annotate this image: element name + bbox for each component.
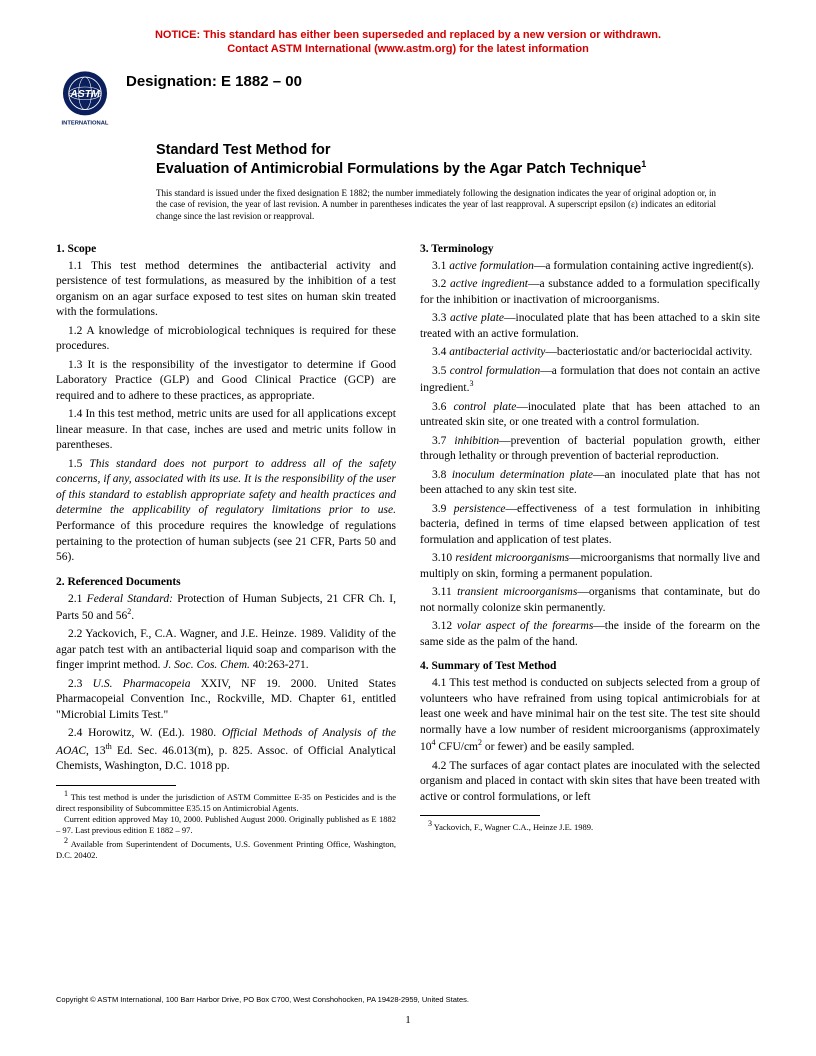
p34c: —bacteriostatic and/or bacteriocidal act…	[545, 346, 752, 358]
para-3-11: 3.11 transient microorganisms—organisms …	[420, 585, 760, 616]
p38a: 3.8	[432, 469, 452, 481]
fn1-text: This test method is under the jurisdicti…	[56, 792, 396, 813]
p33b: active plate	[450, 312, 504, 324]
para-1-4: 1.4 In this test method, metric units ar…	[56, 407, 396, 454]
p35d: 3	[470, 379, 474, 388]
svg-text:ASTM: ASTM	[69, 88, 100, 99]
para-1-5: 1.5 This standard does not purport to ad…	[56, 457, 396, 566]
p34b: antibacterial activity	[449, 346, 545, 358]
p15b: This standard does not purport to addres…	[56, 458, 396, 517]
terminology-head: 3. Terminology	[420, 243, 760, 255]
astm-logo: ASTM INTERNATIONAL	[56, 69, 114, 127]
svg-text:INTERNATIONAL: INTERNATIONAL	[62, 120, 109, 126]
p35a: 3.5	[432, 365, 450, 377]
refdocs-head: 2. Referenced Documents	[56, 576, 396, 588]
para-3-4: 3.4 antibacterial activity—bacteriostati…	[420, 345, 760, 361]
p41c: CFU/cm	[436, 741, 479, 753]
p21b: Federal Standard:	[87, 593, 173, 605]
title-text: Evaluation of Antimicrobial Formulations…	[156, 161, 641, 177]
p21e: .	[131, 610, 134, 622]
designation: Designation: E 1882 – 00	[126, 73, 302, 90]
footnotes-left: 1 This test method is under the jurisdic…	[56, 789, 396, 861]
p35b: control formulation	[450, 365, 541, 377]
header: ASTM INTERNATIONAL Designation: E 1882 –…	[56, 69, 760, 127]
fn2-text: Available from Superintendent of Documen…	[56, 839, 396, 860]
right-column: 3. Terminology 3.1 active formulation—a …	[420, 239, 760, 861]
p33a: 3.3	[432, 312, 450, 324]
p34a: 3.4	[432, 346, 449, 358]
para-3-5: 3.5 control formulation—a formulation th…	[420, 364, 760, 397]
p36b: control plate	[453, 401, 516, 413]
p22b: J. Soc. Cos. Chem.	[163, 659, 250, 671]
para-3-2: 3.2 active ingredient—a substance added …	[420, 277, 760, 308]
para-3-9: 3.9 persistence—effectiveness of a test …	[420, 502, 760, 549]
para-3-7: 3.7 inhibition—prevention of bacterial p…	[420, 434, 760, 465]
title-prefix: Standard Test Method for	[156, 141, 716, 159]
notice-banner: NOTICE: This standard has either been su…	[56, 28, 760, 57]
notice-line2: Contact ASTM International (www.astm.org…	[227, 43, 589, 55]
p15c: Performance of this procedure requires t…	[56, 520, 396, 563]
para-3-12: 3.12 volar aspect of the forearms—the in…	[420, 619, 760, 650]
p31a: 3.1	[432, 260, 449, 272]
p37b: inhibition	[454, 435, 499, 447]
copyright: Copyright © ASTM International, 100 Barr…	[56, 995, 760, 1004]
title-sup: 1	[641, 159, 646, 169]
footnotes-right: 3 Yackovich, F., Wagner C.A., Heinze J.E…	[420, 819, 760, 833]
para-3-8: 3.8 inoculum determination plate—an inoc…	[420, 468, 760, 499]
issue-note: This standard is issued under the fixed …	[156, 188, 716, 223]
para-2-2: 2.2 Yackovich, F., C.A. Wagner, and J.E.…	[56, 627, 396, 674]
fn3-text: Yackovich, F., Wagner C.A., Heinze J.E. …	[432, 822, 593, 832]
p22c: 40:263-271.	[250, 659, 309, 671]
p36a: 3.6	[432, 401, 453, 413]
p312b: volar aspect of the forearms	[457, 620, 593, 632]
body-columns: 1. Scope 1.1 This test method determines…	[56, 239, 760, 861]
p310a: 3.10	[432, 552, 455, 564]
p41e: or fewer) and be easily sampled.	[482, 741, 634, 753]
p21a: 2.1	[68, 593, 87, 605]
p311b: transient microorganisms	[457, 586, 577, 598]
p23a: 2.3	[68, 678, 93, 690]
left-column: 1. Scope 1.1 This test method determines…	[56, 239, 396, 861]
p24a: 2.4 Horowitz, W. (Ed.). 1980.	[68, 727, 222, 739]
para-2-4: 2.4 Horowitz, W. (Ed.). 1980. Official M…	[56, 726, 396, 774]
para-4-1: 4.1 This test method is conducted on sub…	[420, 676, 760, 755]
fn1-text2: Current edition approved May 10, 2000. P…	[56, 814, 396, 836]
para-1-3: 1.3 It is the responsibility of the inve…	[56, 358, 396, 405]
p311a: 3.11	[432, 586, 457, 598]
p31c: —a formulation containing active ingredi…	[534, 260, 754, 272]
title-main: Evaluation of Antimicrobial Formulations…	[156, 159, 716, 178]
para-2-3: 2.3 U.S. Pharmacopeia XXIV, NF 19. 2000.…	[56, 677, 396, 724]
p15a: 1.5	[68, 458, 89, 470]
para-3-10: 3.10 resident microorganisms—microorgani…	[420, 551, 760, 582]
notice-line1: NOTICE: This standard has either been su…	[155, 29, 661, 41]
summary-head: 4. Summary of Test Method	[420, 660, 760, 672]
page-number: 1	[0, 1014, 816, 1026]
p39a: 3.9	[432, 503, 454, 515]
p310b: resident microorganisms	[455, 552, 569, 564]
p38b: inoculum determination plate	[452, 469, 593, 481]
p31b: active formulation	[449, 260, 534, 272]
p32a: 3.2	[432, 278, 450, 290]
p37a: 3.7	[432, 435, 454, 447]
title-block: Standard Test Method for Evaluation of A…	[156, 141, 716, 178]
p32b: active ingredient	[450, 278, 528, 290]
para-1-2: 1.2 A knowledge of microbiological techn…	[56, 324, 396, 355]
para-4-2: 4.2 The surfaces of agar contact plates …	[420, 759, 760, 806]
p24c: , 13	[86, 745, 106, 757]
para-3-1: 3.1 active formulation—a formulation con…	[420, 259, 760, 275]
p312a: 3.12	[432, 620, 457, 632]
para-2-1: 2.1 Federal Standard: Protection of Huma…	[56, 592, 396, 625]
para-3-3: 3.3 active plate—inoculated plate that h…	[420, 311, 760, 342]
p39b: persistence	[454, 503, 506, 515]
para-3-6: 3.6 control plate—inoculated plate that …	[420, 400, 760, 431]
para-1-1: 1.1 This test method determines the anti…	[56, 259, 396, 321]
p23b: U.S. Pharmacopeia	[93, 678, 191, 690]
scope-head: 1. Scope	[56, 243, 396, 255]
